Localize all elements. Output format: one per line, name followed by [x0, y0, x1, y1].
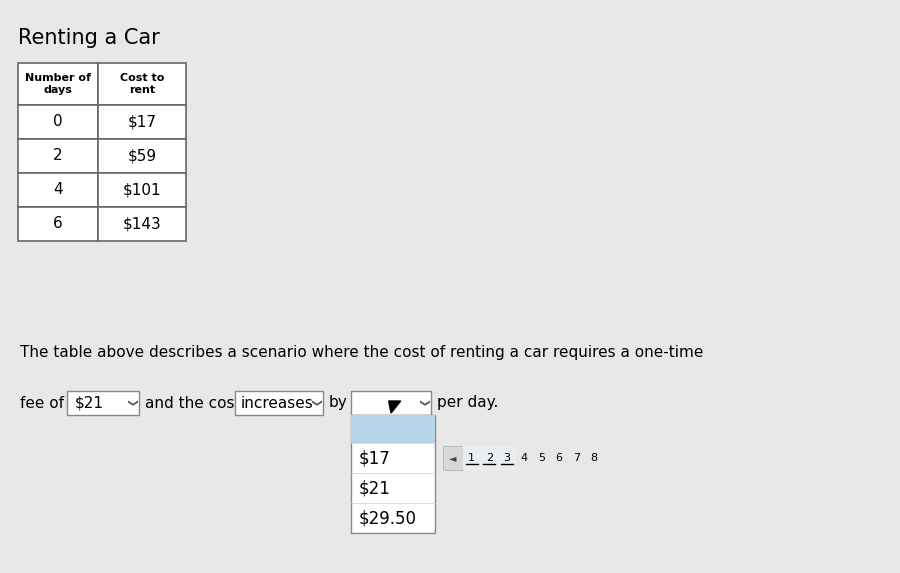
Text: Cost to
rent: Cost to rent [120, 73, 164, 95]
Text: 4: 4 [53, 182, 63, 198]
FancyBboxPatch shape [98, 173, 186, 207]
FancyBboxPatch shape [18, 63, 98, 105]
FancyBboxPatch shape [98, 63, 186, 105]
Text: $17: $17 [359, 449, 391, 467]
FancyBboxPatch shape [18, 139, 98, 173]
Text: ❯: ❯ [126, 399, 136, 407]
FancyBboxPatch shape [98, 105, 186, 139]
FancyBboxPatch shape [235, 391, 323, 415]
FancyBboxPatch shape [351, 391, 431, 415]
Text: 3: 3 [503, 453, 510, 463]
FancyBboxPatch shape [443, 446, 463, 470]
Text: 8: 8 [590, 453, 598, 463]
Text: Renting a Car: Renting a Car [18, 28, 160, 48]
Text: fee of: fee of [20, 395, 69, 410]
Text: per day.: per day. [437, 395, 499, 410]
Text: $101: $101 [122, 182, 161, 198]
FancyBboxPatch shape [98, 207, 186, 241]
Text: $17: $17 [128, 115, 157, 129]
Text: 1: 1 [468, 453, 475, 463]
FancyBboxPatch shape [67, 391, 139, 415]
FancyBboxPatch shape [351, 415, 435, 443]
Text: ❯: ❯ [310, 399, 320, 407]
Text: The table above describes a scenario where the cost of renting a car requires a : The table above describes a scenario whe… [20, 346, 704, 360]
FancyBboxPatch shape [18, 173, 98, 207]
FancyBboxPatch shape [351, 415, 435, 533]
FancyBboxPatch shape [18, 105, 98, 139]
Text: $29.50: $29.50 [359, 509, 417, 527]
Text: 0: 0 [53, 115, 63, 129]
Text: $21: $21 [75, 395, 104, 410]
Text: $59: $59 [128, 148, 157, 163]
Text: $143: $143 [122, 217, 161, 231]
Text: Number of
days: Number of days [25, 73, 91, 95]
FancyBboxPatch shape [18, 207, 98, 241]
Text: ❯: ❯ [418, 399, 428, 407]
FancyBboxPatch shape [463, 446, 516, 470]
Text: by: by [329, 395, 347, 410]
FancyBboxPatch shape [98, 139, 186, 173]
Polygon shape [389, 401, 400, 413]
Text: ◄: ◄ [449, 453, 456, 463]
Text: increases: increases [241, 395, 314, 410]
Text: 6: 6 [53, 217, 63, 231]
Text: 7: 7 [573, 453, 580, 463]
Text: 2: 2 [53, 148, 63, 163]
Text: and the cost: and the cost [145, 395, 240, 410]
Text: $21: $21 [359, 479, 391, 497]
Text: 6: 6 [556, 453, 562, 463]
Text: 4: 4 [521, 453, 527, 463]
Text: 2: 2 [486, 453, 493, 463]
Text: 5: 5 [538, 453, 545, 463]
